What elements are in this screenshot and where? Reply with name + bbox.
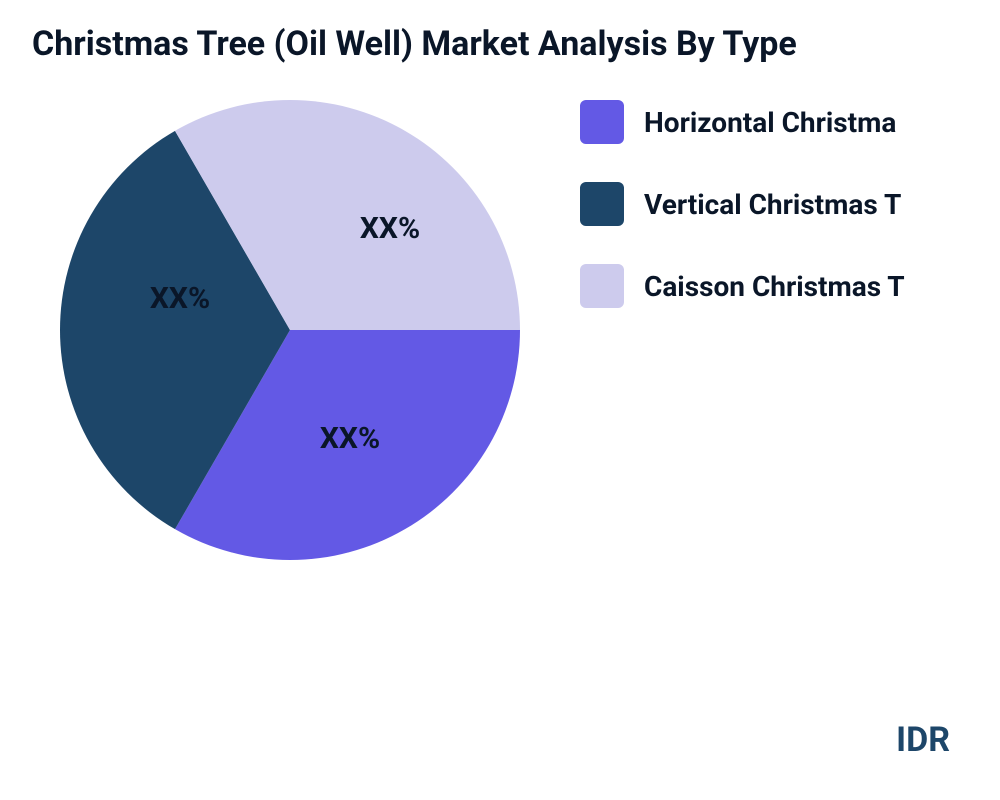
legend-swatch <box>580 264 624 308</box>
legend-item: Caisson Christmas T <box>580 264 1000 308</box>
legend-swatch <box>580 100 624 144</box>
slice-value-label: XX% <box>150 281 210 316</box>
legend-swatch <box>580 182 624 226</box>
slice-value-label: XX% <box>360 211 420 246</box>
pie-chart: XX% XX% XX% <box>60 100 520 560</box>
chart-title: Christmas Tree (Oil Well) Market Analysi… <box>32 24 797 64</box>
legend-item: Vertical Christmas T <box>580 182 1000 226</box>
footer-brand: IDR <box>896 720 950 760</box>
legend-item: Horizontal Christma <box>580 100 1000 144</box>
chart-legend: Horizontal Christma Vertical Christmas T… <box>580 100 1000 346</box>
slice-value-label: XX% <box>320 421 380 456</box>
legend-label: Caisson Christmas T <box>644 270 905 303</box>
legend-label: Vertical Christmas T <box>644 188 901 221</box>
legend-label: Horizontal Christma <box>644 106 896 139</box>
